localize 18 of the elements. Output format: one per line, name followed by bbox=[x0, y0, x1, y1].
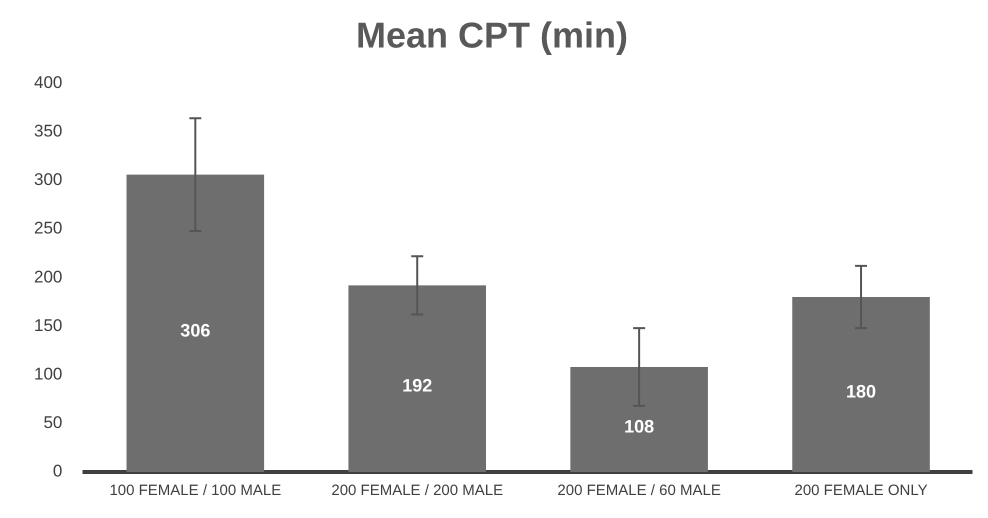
y-tick-label: 200 bbox=[34, 267, 62, 286]
y-tick-label: 400 bbox=[34, 72, 62, 92]
y-tick-label: 350 bbox=[34, 121, 62, 140]
y-tick-label: 300 bbox=[34, 170, 62, 190]
x-tick-label: 200 FEMALE / 60 MALE bbox=[557, 482, 721, 500]
y-tick-label: 50 bbox=[43, 413, 62, 432]
data-label: 108 bbox=[624, 416, 654, 436]
x-tick-label: 100 FEMALE / 100 MALE bbox=[109, 482, 282, 500]
chart-title: Mean CPT (min) bbox=[356, 14, 628, 56]
y-tick-label: 100 bbox=[34, 364, 62, 384]
y-tick-label: 150 bbox=[34, 316, 62, 335]
y-tick-label: 0 bbox=[52, 462, 62, 481]
data-label: 180 bbox=[846, 381, 876, 402]
data-label: 306 bbox=[180, 320, 210, 340]
y-tick-label: 250 bbox=[34, 218, 62, 238]
data-label: 192 bbox=[402, 376, 432, 396]
x-tick-label: 200 FEMALE / 200 MALE bbox=[331, 482, 504, 500]
x-tick-label: 200 FEMALE ONLY bbox=[794, 482, 928, 500]
